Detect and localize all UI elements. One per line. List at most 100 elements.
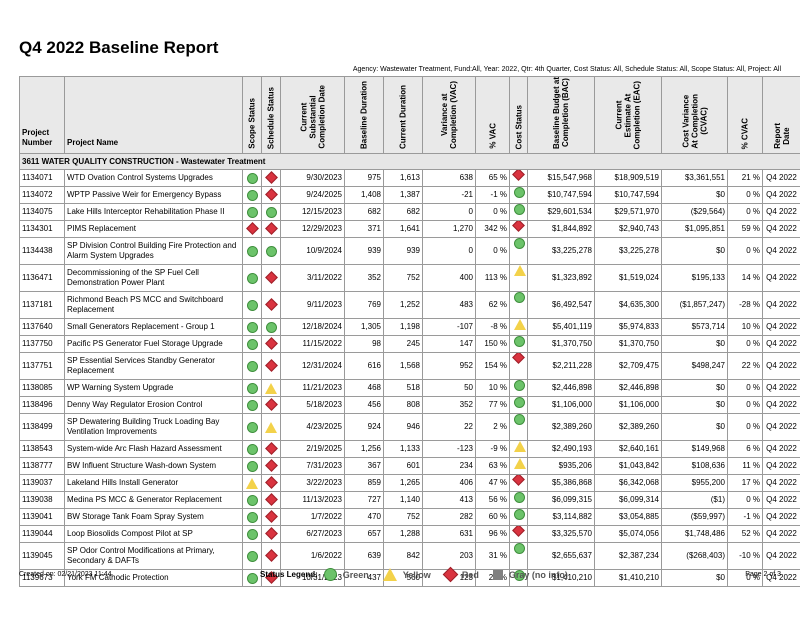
- schedule-status-cell: [261, 237, 281, 265]
- project-name-cell: WP Warning System Upgrade: [64, 379, 243, 397]
- scope-status-cell: [242, 474, 262, 492]
- completion-date-cell: 7/31/2023: [280, 457, 345, 475]
- status-green-circle-icon: [246, 511, 258, 523]
- vac-cell: 352: [422, 396, 476, 414]
- cost-status-cell: [509, 237, 528, 265]
- legend-label: Red: [461, 569, 479, 580]
- baseline-duration-cell: 470: [344, 508, 384, 526]
- schedule-status-cell: [261, 413, 281, 441]
- completion-date-cell: 1/6/2022: [280, 542, 345, 570]
- report-date-cell: Q4 2022: [762, 491, 800, 509]
- project-number-cell: 1139037: [19, 474, 65, 492]
- status-red-diamond-icon: [264, 398, 278, 412]
- eac-cell: $2,389,260: [594, 413, 662, 441]
- status-red-diamond-icon: [245, 222, 259, 236]
- project-name-cell: Medina PS MCC & Generator Replacement: [64, 491, 243, 509]
- status-red-diamond-icon: [264, 222, 278, 236]
- eac-cell: $1,043,842: [594, 457, 662, 475]
- status-red-diamond-icon: [512, 353, 525, 364]
- project-name-cell: PIMS Replacement: [64, 220, 243, 238]
- cvac-cell: $0: [661, 186, 728, 204]
- status-red-diamond-icon: [512, 526, 525, 537]
- report-date-cell: Q4 2022: [762, 413, 800, 441]
- completion-date-cell: 12/18/2024: [280, 318, 345, 336]
- project-number-cell: 1137640: [19, 318, 65, 336]
- bac-cell: $1,844,892: [527, 220, 595, 238]
- bac-cell: $5,386,868: [527, 474, 595, 492]
- report-date-cell: Q4 2022: [762, 264, 800, 292]
- eac-cell: $2,446,898: [594, 379, 662, 397]
- bac-cell: $2,389,260: [527, 413, 595, 441]
- cvac-cell: $149,968: [661, 440, 728, 458]
- current-duration-cell: 1,568: [383, 352, 423, 380]
- report-date-cell: Q4 2022: [762, 474, 800, 492]
- cvac-cell: ($1,857,247): [661, 291, 728, 319]
- project-name-cell: BW Influent Structure Wash-down System: [64, 457, 243, 475]
- status-yellow-triangle-icon: [514, 265, 526, 276]
- cvac-cell: $0: [661, 237, 728, 265]
- pct-cvac-cell: 0 %: [727, 491, 763, 509]
- pct-vac-cell: 77 %: [475, 396, 510, 414]
- eac-cell: $2,640,161: [594, 440, 662, 458]
- status-yellow-triangle-icon: [246, 477, 258, 489]
- status-green-circle-icon: [246, 299, 258, 311]
- scope-status-cell: [242, 318, 262, 336]
- table-row: 1137750 Pacific PS Generator Fuel Storage…: [19, 335, 800, 353]
- project-number-cell: 1139041: [19, 508, 65, 526]
- pct-cvac-cell: 11 %: [727, 457, 763, 475]
- pct-vac-cell: 0 %: [475, 237, 510, 265]
- cost-status-cell: [509, 379, 528, 397]
- cvac-cell: $0: [661, 396, 728, 414]
- status-red-diamond-icon: [512, 221, 525, 232]
- project-number-cell: 1134438: [19, 237, 65, 265]
- col-eac: Current Estimate At Completion (EAC): [594, 76, 662, 154]
- pct-cvac-cell: 0 %: [727, 186, 763, 204]
- table-row: 1138496 Denny Way Regulator Erosion Contr…: [19, 396, 800, 414]
- baseline-duration-cell: 1,256: [344, 440, 384, 458]
- completion-date-cell: 4/23/2025: [280, 413, 345, 441]
- pct-vac-cell: 63 %: [475, 457, 510, 475]
- status-green-circle-icon: [514, 292, 525, 303]
- project-number-cell: 1139038: [19, 491, 65, 509]
- status-green-circle-icon: [514, 570, 525, 581]
- current-duration-cell: 1,198: [383, 318, 423, 336]
- current-duration-cell: 1,140: [383, 491, 423, 509]
- schedule-status-cell: [261, 457, 281, 475]
- page-number: Page 2 of 3: [745, 571, 781, 578]
- bac-cell: $2,446,898: [527, 379, 595, 397]
- cvac-cell: $195,133: [661, 264, 728, 292]
- cost-status-cell: [509, 352, 528, 380]
- project-name-cell: WTD Ovation Control Systems Upgrades: [64, 169, 243, 187]
- baseline-duration-cell: 682: [344, 203, 384, 221]
- pct-vac-cell: 154 %: [475, 352, 510, 380]
- schedule-status-cell: [261, 379, 281, 397]
- status-red-diamond-icon: [264, 359, 278, 373]
- eac-cell: $1,519,024: [594, 264, 662, 292]
- cvac-cell: ($59,997): [661, 508, 728, 526]
- scope-status-cell: [242, 525, 262, 543]
- baseline-duration-cell: 98: [344, 335, 384, 353]
- eac-cell: $29,571,970: [594, 203, 662, 221]
- project-number-cell: 1138499: [19, 413, 65, 441]
- schedule-status-cell: [261, 352, 281, 380]
- baseline-duration-cell: 657: [344, 525, 384, 543]
- pct-vac-cell: 113 %: [475, 264, 510, 292]
- status-red-diamond-icon: [264, 337, 278, 351]
- project-number-cell: 1134072: [19, 186, 65, 204]
- vac-cell: 1,270: [422, 220, 476, 238]
- cost-status-cell: [509, 220, 528, 238]
- cvac-cell: $0: [661, 335, 728, 353]
- current-duration-cell: 1,133: [383, 440, 423, 458]
- eac-cell: $5,974,833: [594, 318, 662, 336]
- status-green-circle-icon: [514, 336, 525, 347]
- status-yellow-triangle-icon: [265, 421, 277, 433]
- report-date-cell: Q4 2022: [762, 203, 800, 221]
- project-number-cell: 1138543: [19, 440, 65, 458]
- cost-status-cell: [509, 335, 528, 353]
- report-date-cell: Q4 2022: [762, 396, 800, 414]
- vac-cell: 282: [422, 508, 476, 526]
- status-green-circle-icon: [246, 189, 258, 201]
- legend-label: Green: [342, 569, 369, 580]
- baseline-duration-cell: 939: [344, 237, 384, 265]
- baseline-duration-cell: 639: [344, 542, 384, 570]
